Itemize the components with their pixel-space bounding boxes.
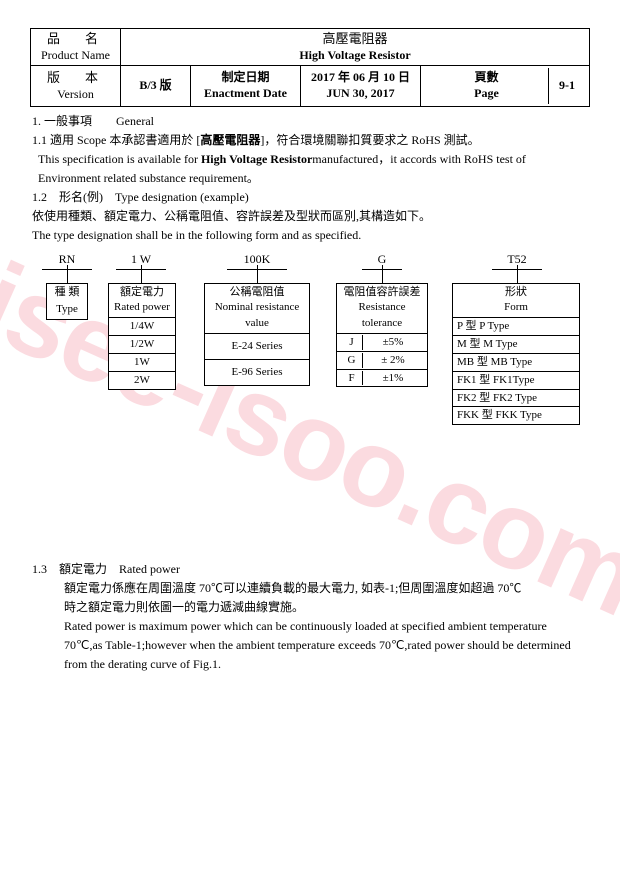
product-label-en: Product Name [35, 48, 116, 64]
nominal-r2: E-96 Series [205, 359, 309, 385]
sec13-l4: Rated power is maximum power which can b… [32, 617, 588, 635]
tol-row-f: F±1% [337, 369, 427, 387]
form-r4: FK1 型 FK1Type [453, 371, 579, 389]
conn-4 [382, 265, 383, 283]
page-label-en: Page [425, 86, 548, 102]
tol-fv: ±1% [363, 371, 423, 386]
sec11-b: 高壓電阻器 [200, 133, 260, 147]
form-r6: FKK 型 FKK Type [453, 406, 579, 424]
sec11-en1a: This specification is available for [38, 152, 201, 166]
header-table: 品 名 Product Name 高壓電阻器 High Voltage Resi… [30, 28, 590, 107]
type-box: 種 類 Type [46, 283, 88, 321]
sec11-en1c: manufactured，it accords with RoHS test o… [312, 152, 526, 166]
sec13: 1.3 額定電力 Rated power 額定電力係應在周圍溫度 70℃可以連續… [32, 560, 588, 673]
power-r3: 1W [109, 353, 175, 371]
power-box-en: Rated power [109, 301, 175, 317]
form-box: 形狀 Form P 型 P Type M 型 M Type MB 型 MB Ty… [452, 283, 580, 426]
conn-5 [517, 265, 518, 283]
sec11-en2: Environment related substance requiremen… [32, 169, 588, 187]
enact-label-en: Enactment Date [195, 86, 296, 102]
form-r2: M 型 M Type [453, 335, 579, 353]
nominal-box: 公稱電阻值 Nominal resistance value E-24 Seri… [204, 283, 310, 386]
sec11-a: 1.1 適用 Scope 本承認書適用於 [ [32, 133, 200, 147]
conn-2 [141, 265, 142, 283]
power-box: 額定電力 Rated power 1/4W 1/2W 1W 2W [108, 283, 176, 390]
type-box-en: Type [47, 301, 87, 319]
product-name-en: High Voltage Resistor [125, 48, 585, 64]
nominal-en2: value [205, 317, 309, 333]
sec13-l2: 額定電力係應在周圍溫度 70℃可以連續負載的最大電力, 如表-1;但周圍溫度如超… [32, 579, 588, 597]
sec1-title: 1. 一般事項 General [32, 112, 588, 130]
product-label-ch: 品 名 [35, 31, 116, 48]
date-ch: 2017 年 06 月 10 日 [305, 70, 416, 86]
nominal-en1: Nominal resistance [205, 301, 309, 317]
date-en: JUN 30, 2017 [305, 86, 416, 102]
sec11-c: ]，符合環境關聯扣質要求之 RoHS 測試。 [260, 133, 479, 147]
nominal-r1: E-24 Series [205, 333, 309, 359]
version-label-ch: 版 本 [35, 70, 116, 87]
sec12-l3: The type designation shall be in the fol… [32, 226, 588, 244]
tol-en2: tolerance [337, 317, 427, 333]
tol-j: J [341, 335, 363, 350]
sec11-en1b: High Voltage Resistor [201, 152, 312, 166]
form-en: Form [453, 301, 579, 317]
page-label-ch: 頁數 [425, 70, 548, 86]
sec11-line: 1.1 適用 Scope 本承認書適用於 [高壓電阻器]，符合環境關聯扣質要求之… [32, 131, 588, 149]
power-box-ch: 額定電力 [109, 284, 175, 302]
sec13-l6: from the derating curve of Fig.1. [32, 655, 588, 673]
content-body: 1. 一般事項 General 1.1 適用 Scope 本承認書適用於 [高壓… [30, 107, 590, 678]
nominal-ch: 公稱電阻值 [205, 284, 309, 302]
tol-ch: 電阻值容許誤差 [337, 284, 427, 302]
form-ch: 形狀 [453, 284, 579, 302]
version-label-en: Version [35, 87, 116, 103]
sec12-title: 1.2 形名(例) Type designation (example) [32, 188, 588, 206]
version-value: B/3 版 [125, 78, 186, 94]
sec13-l3: 時之額定電力則依圖一的電力遞減曲線實施。 [32, 598, 588, 616]
sec13-l5: 70℃,as Table-1;however when the ambient … [32, 636, 588, 654]
tol-g: G [341, 353, 363, 368]
tol-gv: ± 2% [363, 353, 423, 368]
page-number: 9-1 [549, 78, 585, 94]
product-name-ch: 高壓電阻器 [125, 31, 585, 48]
conn-1 [67, 265, 68, 283]
tol-f: F [341, 371, 363, 386]
tol-en1: Resistance [337, 301, 427, 317]
sec11-en1: This specification is available for High… [32, 150, 588, 168]
sec13-title: 1.3 額定電力 Rated power [32, 560, 588, 578]
tol-row-j: J±5% [337, 333, 427, 351]
power-r4: 2W [109, 371, 175, 389]
sec12-l2: 依使用種類、額定電力、公稱電阻值、容許誤差及型狀而區別,其構造如下。 [32, 207, 588, 225]
power-r2: 1/2W [109, 335, 175, 353]
type-box-ch: 種 類 [47, 284, 87, 302]
power-r1: 1/4W [109, 317, 175, 335]
form-r3: MB 型 MB Type [453, 353, 579, 371]
tol-jv: ±5% [363, 335, 423, 350]
enact-label-ch: 制定日期 [195, 70, 296, 86]
type-diagram: RN 1 W 100K G T52 種 類 Type 額定電力 Rated po… [32, 250, 588, 440]
tol-row-g: G± 2% [337, 351, 427, 369]
tolerance-box: 電阻值容許誤差 Resistance tolerance J±5% G± 2% … [336, 283, 428, 388]
form-r5: FK2 型 FK2 Type [453, 389, 579, 407]
form-r1: P 型 P Type [453, 317, 579, 335]
conn-3 [257, 265, 258, 283]
